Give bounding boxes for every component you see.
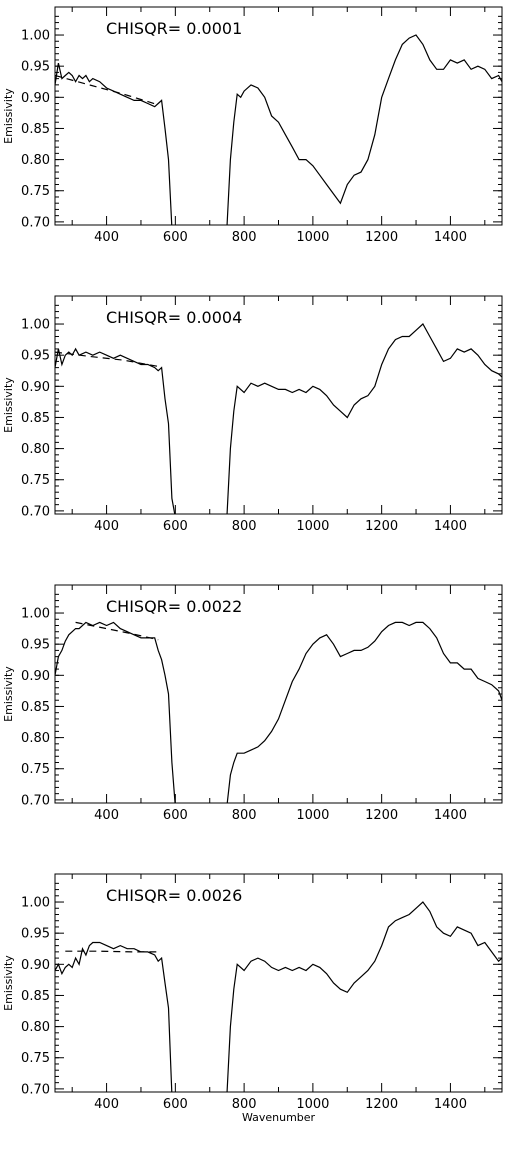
spectrum-line-4 [55,901,502,1092]
x-tick-label: 400 [94,1097,119,1112]
y-tick-label: 0.85 [21,700,50,715]
y-tick-label: 0.95 [21,349,50,364]
x-tick-label: 800 [232,230,257,245]
plot-frame [54,873,503,1093]
x-tick-label: 600 [163,1097,188,1112]
x-tick-label: 600 [163,230,188,245]
x-tick-label: 1400 [434,519,467,534]
y-tick-label: 1.00 [21,318,50,333]
y-tick-label: 0.70 [21,504,50,519]
x-tick-label: 1200 [365,1097,398,1112]
y-tick-label: 0.95 [21,638,50,653]
y-tick-label: 1.00 [21,896,50,911]
y-tick-label: 0.95 [21,60,50,75]
x-tick-label: 600 [163,808,188,823]
y-tick-label: 1.00 [21,29,50,44]
x-tick-label: 800 [232,808,257,823]
y-tick-label: 0.80 [21,153,50,168]
chart-panel-3: 400 600 800 1000 1200 1400 0.70 0.75 0.80 0.85 0.9… [2,584,503,823]
y-tick-label: 0.75 [21,1051,50,1066]
fit-line-1 [55,74,159,106]
y-tick-label: 0.80 [21,1020,50,1035]
spectrum-line-2 [55,323,502,514]
x-tick-label: 1200 [365,230,398,245]
fit-line-4 [65,950,159,953]
y-tick-label: 0.75 [21,762,50,777]
x-tick-label: 1400 [434,808,467,823]
x-tick-label: 400 [94,808,119,823]
y-tick-label: 0.70 [21,215,50,230]
chart-panel-2: 400 600 800 1000 1200 1400 0.70 0.75 0.80 0.85 0.9… [2,295,503,534]
x-axis-label: Wavenumber [242,1111,316,1124]
y-axis-label: Emissivity [2,377,15,433]
chisqr-annotation: CHISQR= 0.0022 [106,597,242,616]
y-tick-label: 0.90 [21,91,50,106]
y-tick-label: 0.75 [21,184,50,199]
x-tick-label: 1000 [296,1097,329,1112]
spectrum-line-1 [55,34,502,225]
chisqr-annotation: CHISQR= 0.0001 [106,19,242,38]
x-tick-label: 1200 [365,808,398,823]
plot-frame [54,6,503,226]
y-tick-label: 0.90 [21,380,50,395]
y-tick-label: 0.85 [21,122,50,137]
y-axis-label: Emissivity [2,955,15,1011]
fit-line-3 [75,621,159,641]
chisqr-annotation: CHISQR= 0.0004 [106,308,242,327]
x-tick-label: 1200 [365,519,398,534]
chart-panel-1: 400 600 800 1000 1200 1400 0.70 0.75 0.80 0.85 0.9… [2,6,503,245]
plot-frame [54,295,503,515]
x-tick-label: 400 [94,519,119,534]
plot-frame [54,584,503,804]
y-tick-label: 0.70 [21,1082,50,1097]
chisqr-annotation: CHISQR= 0.0026 [106,886,242,905]
chart-panel-4: 400 600 800 1000 1200 1400 0.70 0.75 0.80 0.85 0.9… [2,873,503,1124]
fit-line-2 [55,351,159,367]
y-tick-label: 0.70 [21,793,50,808]
x-tick-label: 800 [232,519,257,534]
x-tick-label: 600 [163,519,188,534]
y-tick-label: 0.85 [21,411,50,426]
y-tick-label: 0.75 [21,473,50,488]
y-axis-label: Emissivity [2,666,15,722]
spectrum-line-3 [55,621,502,803]
y-axis-label: Emissivity [2,88,15,144]
x-tick-label: 1000 [296,230,329,245]
y-tick-label: 0.95 [21,927,50,942]
y-tick-label: 0.90 [21,958,50,973]
y-tick-label: 1.00 [21,607,50,622]
x-tick-label: 800 [232,1097,257,1112]
x-tick-label: 400 [94,230,119,245]
y-tick-label: 0.90 [21,669,50,684]
y-tick-label: 0.80 [21,442,50,457]
x-tick-label: 1400 [434,1097,467,1112]
x-tick-label: 1000 [296,519,329,534]
x-tick-label: 1000 [296,808,329,823]
x-tick-label: 1400 [434,230,467,245]
y-tick-label: 0.85 [21,989,50,1004]
y-tick-label: 0.80 [21,731,50,746]
